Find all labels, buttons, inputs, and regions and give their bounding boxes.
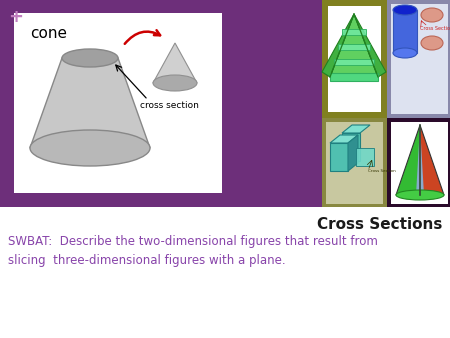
Bar bbox=[322, 0, 387, 118]
Polygon shape bbox=[330, 14, 378, 77]
Text: Cross Section: Cross Section bbox=[368, 169, 396, 173]
Polygon shape bbox=[322, 14, 354, 77]
Polygon shape bbox=[153, 43, 197, 83]
Text: cone: cone bbox=[30, 25, 67, 41]
Ellipse shape bbox=[393, 5, 417, 15]
Polygon shape bbox=[30, 58, 150, 148]
Text: SWBAT:  Describe the two-dimensional figures that result from
slicing  three-dim: SWBAT: Describe the two-dimensional figu… bbox=[8, 235, 378, 267]
Polygon shape bbox=[342, 125, 370, 133]
Text: Cross Section: Cross Section bbox=[420, 25, 450, 30]
Polygon shape bbox=[416, 125, 424, 195]
Polygon shape bbox=[396, 125, 420, 195]
Bar bbox=[326, 122, 383, 204]
Bar bbox=[328, 6, 381, 112]
Bar bbox=[391, 122, 448, 204]
Polygon shape bbox=[330, 135, 358, 143]
Bar bbox=[330, 73, 378, 81]
Bar bbox=[387, 0, 450, 118]
Bar bbox=[387, 118, 450, 207]
Polygon shape bbox=[354, 14, 386, 77]
Ellipse shape bbox=[62, 49, 118, 67]
Text: Cross Sections: Cross Sections bbox=[317, 217, 442, 232]
FancyBboxPatch shape bbox=[334, 59, 374, 65]
Bar bbox=[322, 118, 387, 207]
Bar bbox=[393, 10, 417, 53]
Ellipse shape bbox=[396, 190, 444, 200]
FancyBboxPatch shape bbox=[342, 29, 366, 35]
Polygon shape bbox=[348, 135, 358, 171]
Ellipse shape bbox=[421, 36, 443, 50]
Ellipse shape bbox=[421, 8, 443, 22]
Bar bbox=[342, 133, 360, 161]
Text: +: + bbox=[8, 8, 23, 26]
Ellipse shape bbox=[153, 75, 197, 91]
Bar bbox=[391, 4, 448, 114]
Bar bbox=[0, 0, 322, 207]
Bar bbox=[14, 13, 222, 193]
Ellipse shape bbox=[30, 130, 150, 166]
FancyBboxPatch shape bbox=[338, 44, 370, 50]
Polygon shape bbox=[420, 125, 444, 195]
Bar bbox=[330, 143, 348, 171]
Text: cross section: cross section bbox=[140, 100, 199, 110]
Bar bbox=[356, 148, 374, 166]
Ellipse shape bbox=[393, 48, 417, 58]
